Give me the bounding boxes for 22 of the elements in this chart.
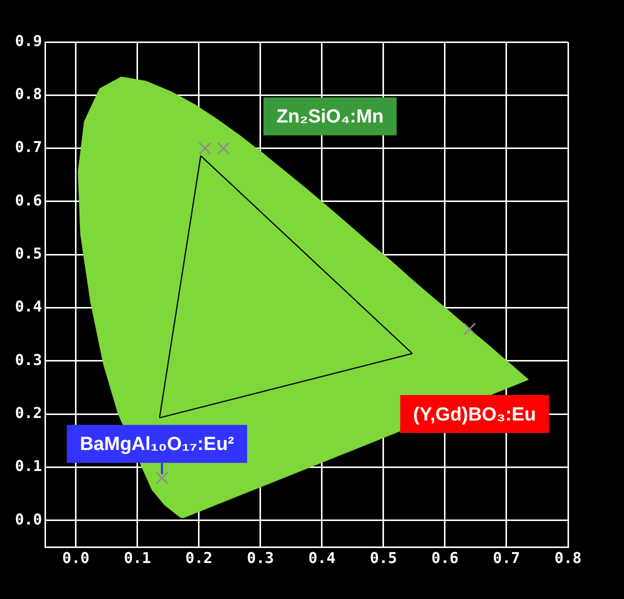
y-tick-label: 0.2 — [15, 404, 42, 422]
y-tick-label: 0.6 — [15, 191, 42, 210]
x-tick-label: 0.3 — [246, 548, 274, 567]
x-tick-label: 0.7 — [492, 548, 520, 567]
x-tick-label: 0.1 — [124, 548, 151, 567]
x-tick-label: 0.8 — [554, 548, 582, 567]
x-tick-label: 0.2 — [185, 548, 212, 567]
x-tick-label: 0.5 — [370, 548, 397, 567]
y-tick-label: 0.7 — [15, 138, 42, 156]
y-tick-label: 0.9 — [15, 32, 42, 50]
y-tick-label: 0.3 — [15, 350, 42, 369]
x-tick-label: 0.4 — [308, 548, 336, 567]
annotation: (Y,Gd)BO₃:Eu — [413, 404, 536, 426]
x-tick-label: 0.6 — [431, 548, 459, 567]
annotation: Zn₂SiO₄:Mn — [276, 106, 384, 128]
annotation: BaMgAl₁₀O₁₇:Eu² — [80, 434, 234, 456]
y-tick-label: 0.5 — [15, 244, 42, 263]
y-tick-label: 0.8 — [15, 85, 42, 104]
y-tick-label: 0.4 — [15, 298, 42, 316]
y-tick-label: 0.1 — [15, 457, 42, 476]
x-tick-label: 0.0 — [62, 548, 90, 567]
y-tick-label: 0.0 — [15, 510, 42, 528]
